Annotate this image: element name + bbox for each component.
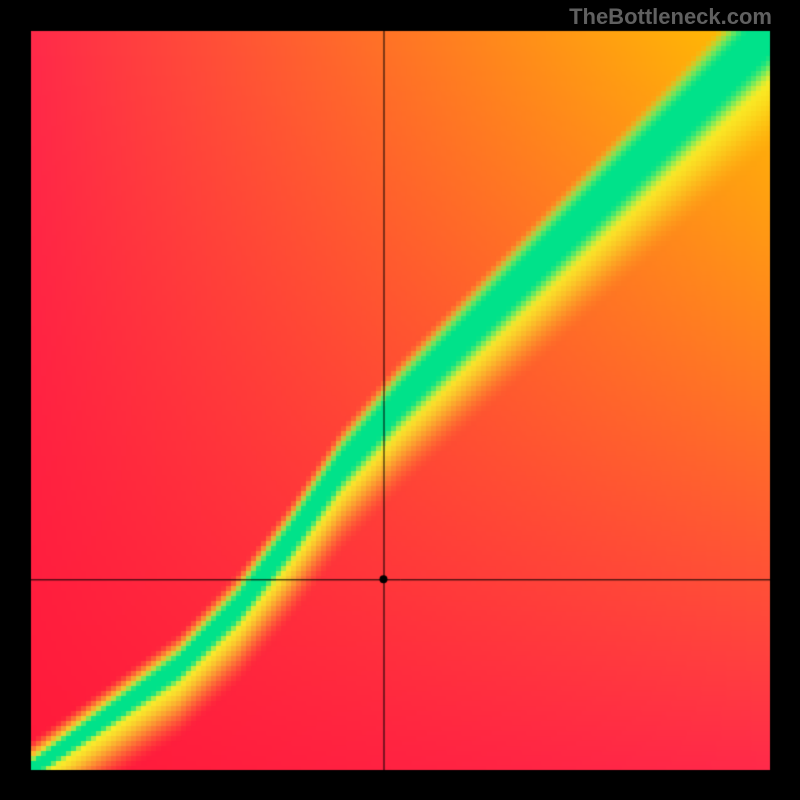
watermark-text: TheBottleneck.com — [569, 4, 772, 30]
bottleneck-heatmap — [0, 0, 800, 800]
